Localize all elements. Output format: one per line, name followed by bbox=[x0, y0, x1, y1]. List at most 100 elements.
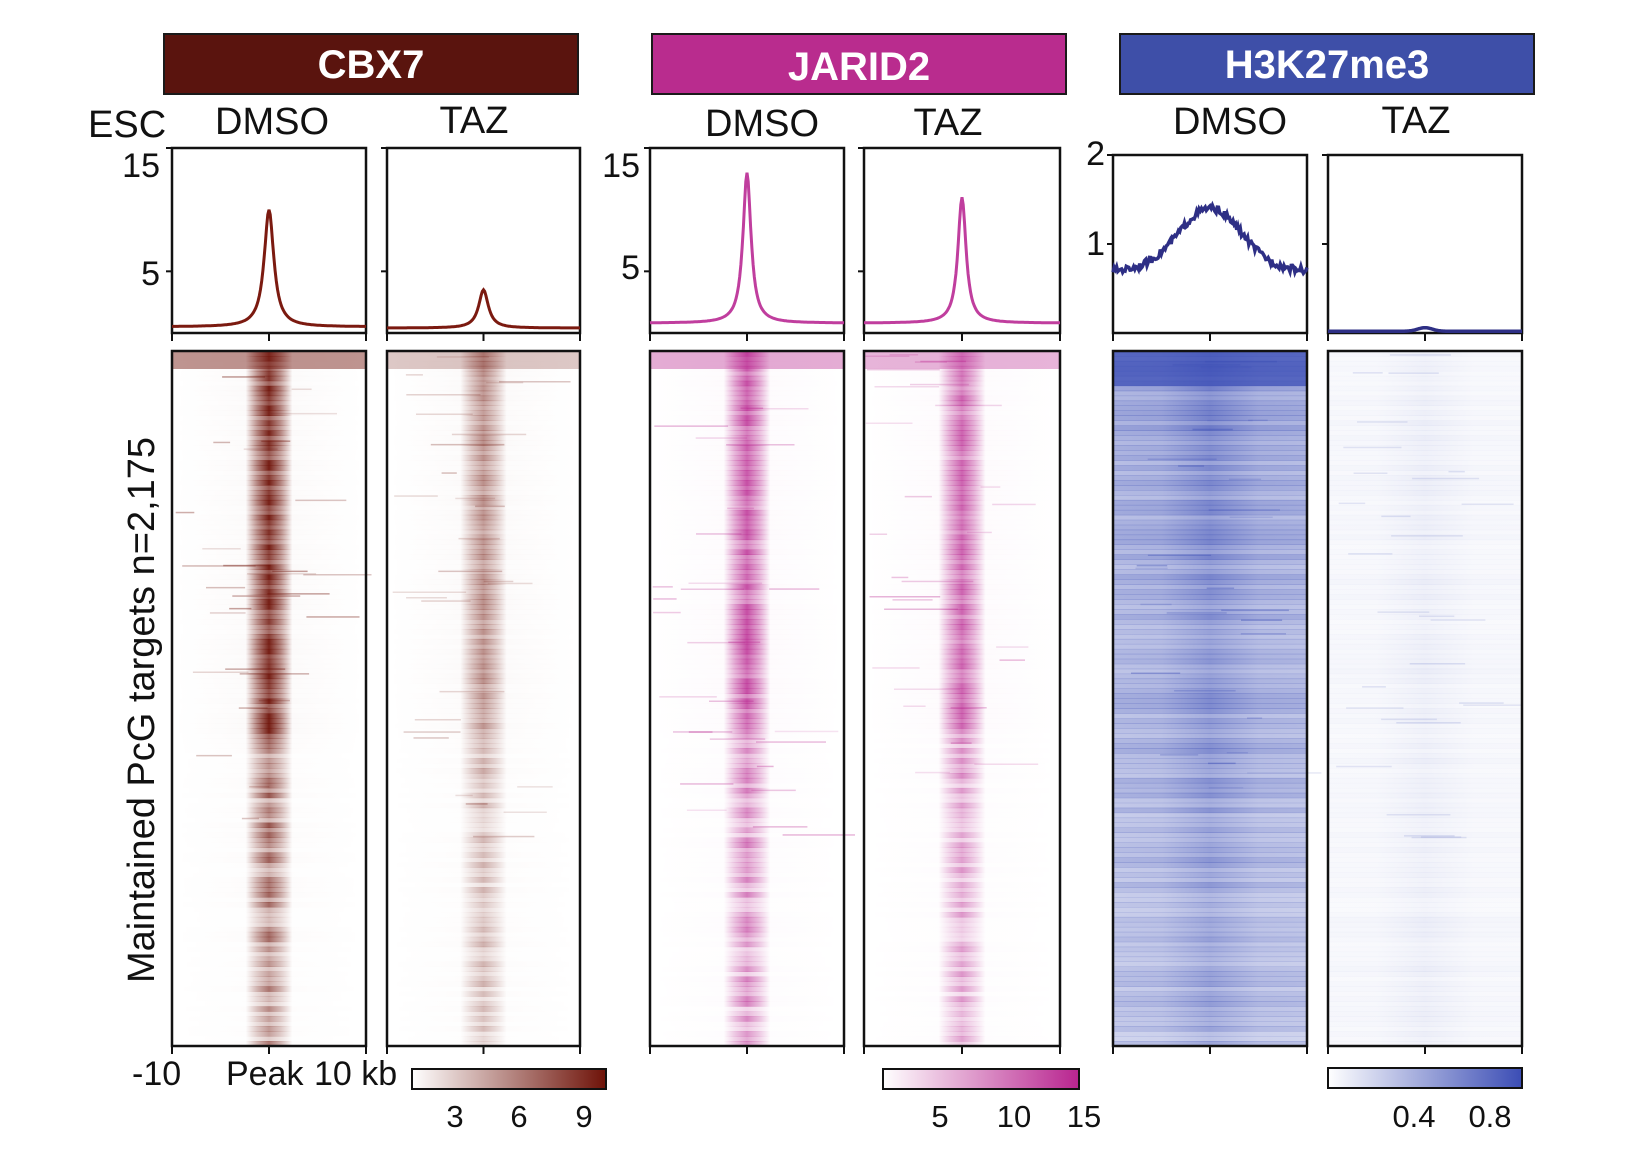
condition-label-jarid2-taz: TAZ bbox=[914, 102, 983, 144]
heatmap-row bbox=[650, 862, 844, 868]
heatmap-row bbox=[650, 907, 844, 913]
heatmap-streak bbox=[1174, 690, 1236, 692]
heatmap-streak bbox=[394, 495, 438, 497]
heatmap-row bbox=[1328, 912, 1522, 918]
heatmap-streak bbox=[967, 531, 992, 534]
heatmap-row bbox=[650, 619, 844, 625]
heatmap-row bbox=[1328, 956, 1522, 962]
heatmap-row bbox=[1113, 405, 1307, 411]
heatmap-row bbox=[172, 792, 366, 799]
heatmap-row bbox=[864, 773, 1060, 779]
heatmap-row bbox=[387, 693, 580, 699]
heatmap-row bbox=[387, 862, 580, 868]
heatmap-row bbox=[1328, 549, 1522, 555]
heatmap-row bbox=[172, 425, 366, 431]
heatmap-row bbox=[1328, 544, 1522, 550]
heatmap-row bbox=[1113, 509, 1307, 516]
heatmap-row bbox=[864, 728, 1060, 734]
heatmap-row bbox=[1328, 966, 1522, 972]
heatmap-row bbox=[1328, 504, 1522, 511]
heatmap-row bbox=[1113, 1011, 1307, 1017]
heatmap-row bbox=[1328, 425, 1522, 431]
heatmap-row bbox=[1113, 549, 1307, 555]
heatmap-row bbox=[864, 777, 1060, 784]
heatmap-row bbox=[864, 380, 1060, 387]
condition-label-cbx7-dmso: DMSO bbox=[215, 101, 329, 143]
heatmap-row bbox=[650, 892, 844, 898]
heatmap-row bbox=[1328, 1036, 1522, 1042]
heatmap-row bbox=[1328, 723, 1522, 729]
heatmap-row bbox=[864, 445, 1060, 451]
heatmap-streak bbox=[182, 565, 256, 567]
heatmap-row bbox=[1113, 817, 1307, 823]
heatmap-row bbox=[387, 743, 580, 749]
heatmap-row bbox=[1328, 385, 1522, 392]
header-cbx7-bar bbox=[163, 33, 579, 95]
heatmap-top-band bbox=[172, 351, 366, 369]
heatmap-row bbox=[650, 465, 844, 471]
heatmap-row bbox=[1113, 718, 1307, 724]
heatmap-row bbox=[172, 703, 366, 709]
heatmap-row bbox=[387, 758, 580, 764]
heatmap-row bbox=[1328, 629, 1522, 635]
heatmap-row bbox=[650, 435, 844, 441]
heatmap-row bbox=[864, 410, 1060, 416]
heatmap-row bbox=[387, 564, 580, 570]
heatmap-streak bbox=[1226, 752, 1248, 754]
heatmap-row bbox=[650, 1021, 844, 1027]
heatmap-row bbox=[172, 916, 366, 923]
heatmap-row bbox=[864, 534, 1060, 541]
heatmap-streak bbox=[1192, 428, 1233, 431]
heatmap-row bbox=[650, 822, 844, 828]
heatmap-row bbox=[1113, 738, 1307, 744]
heatmap-row bbox=[1113, 524, 1307, 531]
heatmap-row bbox=[650, 544, 844, 550]
profile-line-cbx7-taz bbox=[387, 287, 580, 330]
heatmap-row bbox=[387, 465, 580, 471]
heatmap-row bbox=[1113, 490, 1307, 496]
heatmap-row bbox=[387, 961, 580, 967]
colorbar-jarid2: 5 10 15 bbox=[882, 1068, 1101, 1134]
heatmap-row bbox=[1328, 445, 1522, 451]
heatmap-row bbox=[1113, 708, 1307, 714]
heatmap-row bbox=[387, 559, 580, 565]
heatmap-jarid2-taz bbox=[862, 349, 1062, 1054]
heatmap-streak bbox=[1386, 814, 1451, 816]
heatmap-row bbox=[172, 748, 366, 754]
heatmap-streak bbox=[458, 537, 500, 540]
heatmap-row bbox=[650, 733, 844, 739]
condition-label-h3k27me3-dmso: DMSO bbox=[1173, 101, 1287, 143]
heatmap-row bbox=[1328, 867, 1522, 873]
heatmap-row bbox=[172, 554, 366, 560]
heatmap-row bbox=[864, 877, 1060, 883]
heatmap-row bbox=[1113, 916, 1307, 923]
heatmap-row bbox=[650, 1006, 844, 1012]
heatmap-row bbox=[650, 1036, 844, 1042]
heatmap-row bbox=[387, 966, 580, 972]
heatmap-row bbox=[387, 589, 580, 595]
heatmap-row bbox=[387, 539, 580, 545]
heatmap-streak bbox=[1208, 787, 1244, 789]
heatmap-row bbox=[387, 1006, 580, 1012]
heatmap-row bbox=[864, 792, 1060, 799]
heatmap-row bbox=[650, 614, 844, 620]
heatmap-row bbox=[1328, 971, 1522, 977]
heatmap-row bbox=[864, 683, 1060, 689]
heatmap-row bbox=[1113, 946, 1307, 953]
heatmap-row bbox=[864, 564, 1060, 570]
heatmap-row bbox=[650, 763, 844, 769]
heatmap-row bbox=[1328, 1011, 1522, 1017]
heatmap-row bbox=[650, 912, 844, 918]
heatmap-row bbox=[387, 445, 580, 451]
heatmap-streak bbox=[1248, 419, 1268, 422]
heatmap-row bbox=[172, 629, 366, 635]
heatmap-row bbox=[1328, 713, 1522, 719]
heatmap-row bbox=[864, 465, 1060, 471]
heatmap-streak bbox=[295, 499, 347, 502]
heatmap-row bbox=[172, 475, 366, 481]
heatmap-row bbox=[1328, 584, 1522, 590]
heatmap-row bbox=[172, 450, 366, 456]
profile-line-h3k27me3-dmso bbox=[1111, 200, 1309, 279]
heatmap-row bbox=[1113, 470, 1307, 476]
